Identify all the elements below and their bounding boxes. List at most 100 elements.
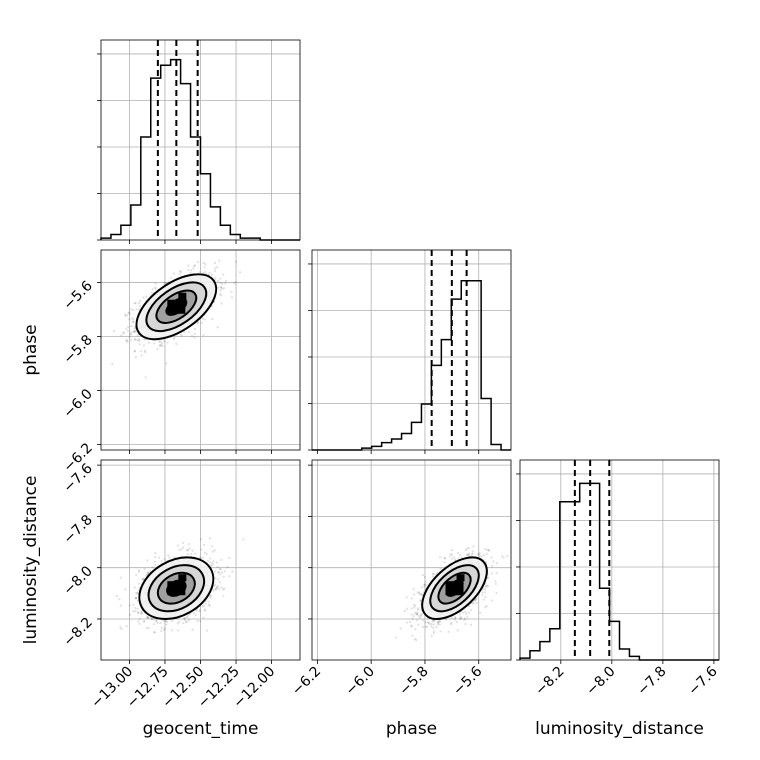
scatter-point: [494, 580, 497, 583]
scatter-point: [223, 570, 226, 573]
scatter-point: [176, 622, 179, 625]
scatter-point: [222, 575, 225, 578]
scatter-point: [455, 620, 458, 624]
scatter-point: [412, 587, 415, 591]
scatter-point: [231, 570, 234, 573]
density-peak: [445, 581, 464, 596]
scatter-point: [420, 586, 423, 589]
scatter-point: [419, 613, 423, 617]
scatter-content: [101, 460, 300, 660]
scatter-point: [173, 556, 176, 559]
scatter-point: [156, 621, 159, 625]
scatter-point: [128, 332, 132, 336]
scatter-point: [465, 612, 468, 616]
scatter-point: [125, 339, 128, 343]
scatter-point: [494, 582, 497, 586]
scatter-point: [486, 584, 489, 587]
scatter-point: [115, 595, 119, 598]
scatter-point: [131, 308, 135, 312]
scatter-point: [196, 261, 200, 264]
scatter-point: [180, 548, 183, 551]
scatter-point: [213, 549, 216, 552]
scatter-point: [136, 334, 139, 337]
scatter-point: [219, 294, 223, 297]
scatter-point: [471, 552, 474, 555]
scatter-point: [447, 630, 450, 633]
scatter-point: [179, 269, 182, 273]
scatter-point: [495, 571, 498, 575]
x-tick-label-luminosity_distance: −7.6: [685, 663, 720, 698]
scatter-point: [417, 607, 420, 610]
scatter-point: [415, 638, 418, 642]
scatter-point: [151, 288, 154, 291]
scatter-point: [189, 613, 192, 616]
scatter-point: [222, 287, 225, 290]
scatter-point: [194, 613, 197, 617]
scatter-point: [421, 625, 425, 629]
scatter-point: [133, 350, 136, 353]
scatter-point: [144, 376, 147, 379]
scatter-point: [466, 616, 469, 619]
scatter-point: [163, 339, 166, 343]
scatter-point: [120, 334, 123, 337]
scatter-point: [424, 583, 427, 586]
y-tick-label-phase: −5.8: [60, 332, 95, 367]
y-tick-label-luminosity_distance: −7.8: [60, 512, 95, 547]
scatter-point: [431, 620, 434, 623]
scatter-point: [233, 282, 236, 285]
scatter-point: [161, 342, 164, 345]
scatter-point: [187, 268, 190, 271]
scatter-point: [468, 552, 471, 555]
scatter-point: [133, 330, 136, 333]
scatter-point: [128, 613, 132, 617]
scatter-point: [456, 629, 459, 632]
scatter-point: [439, 567, 442, 570]
scatter-point: [420, 613, 424, 616]
scatter-point: [412, 603, 415, 606]
scatter-point: [138, 308, 141, 311]
scatter-point: [190, 552, 193, 556]
scatter-point: [200, 321, 203, 324]
scatter-point: [133, 327, 137, 330]
scatter-point: [490, 556, 493, 559]
scatter-point: [203, 318, 207, 321]
scatter-point: [137, 302, 140, 305]
scatter-point: [467, 553, 470, 557]
scatter-point: [190, 269, 193, 272]
scatter-point: [464, 622, 467, 626]
scatter-point: [143, 349, 147, 352]
scatter-point: [131, 320, 134, 324]
scatter-point: [424, 580, 427, 584]
scatter-point: [158, 556, 161, 559]
scatter-point: [439, 630, 442, 633]
scatter-point: [470, 608, 473, 612]
scatter-point: [176, 629, 180, 632]
scatter-point: [484, 596, 487, 599]
density-contour: [437, 571, 472, 605]
scatter-point: [160, 559, 163, 563]
scatter-point: [136, 338, 139, 342]
scatter-point: [454, 616, 457, 619]
density-contour: [156, 571, 196, 605]
scatter-point: [439, 556, 442, 559]
scatter-point: [219, 568, 222, 571]
scatter-point: [185, 616, 189, 619]
scatter-point: [462, 611, 465, 614]
scatter-point: [459, 617, 462, 620]
scatter-point: [205, 629, 208, 632]
scatter-point: [148, 570, 152, 573]
scatter-point: [127, 311, 130, 314]
scatter-point: [466, 553, 469, 556]
scatter-point: [222, 588, 225, 591]
scatter-point: [179, 271, 182, 274]
scatter-point: [208, 537, 212, 540]
scatter-point: [479, 611, 482, 614]
x-tick-label-phase: −5.6: [450, 663, 485, 698]
scatter-point: [212, 560, 215, 563]
scatter-point: [430, 622, 433, 626]
scatter-point: [443, 561, 446, 564]
scatter-point: [136, 592, 139, 595]
scatter-point: [501, 554, 504, 558]
scatter-point: [431, 572, 435, 575]
scatter-point: [424, 625, 427, 628]
